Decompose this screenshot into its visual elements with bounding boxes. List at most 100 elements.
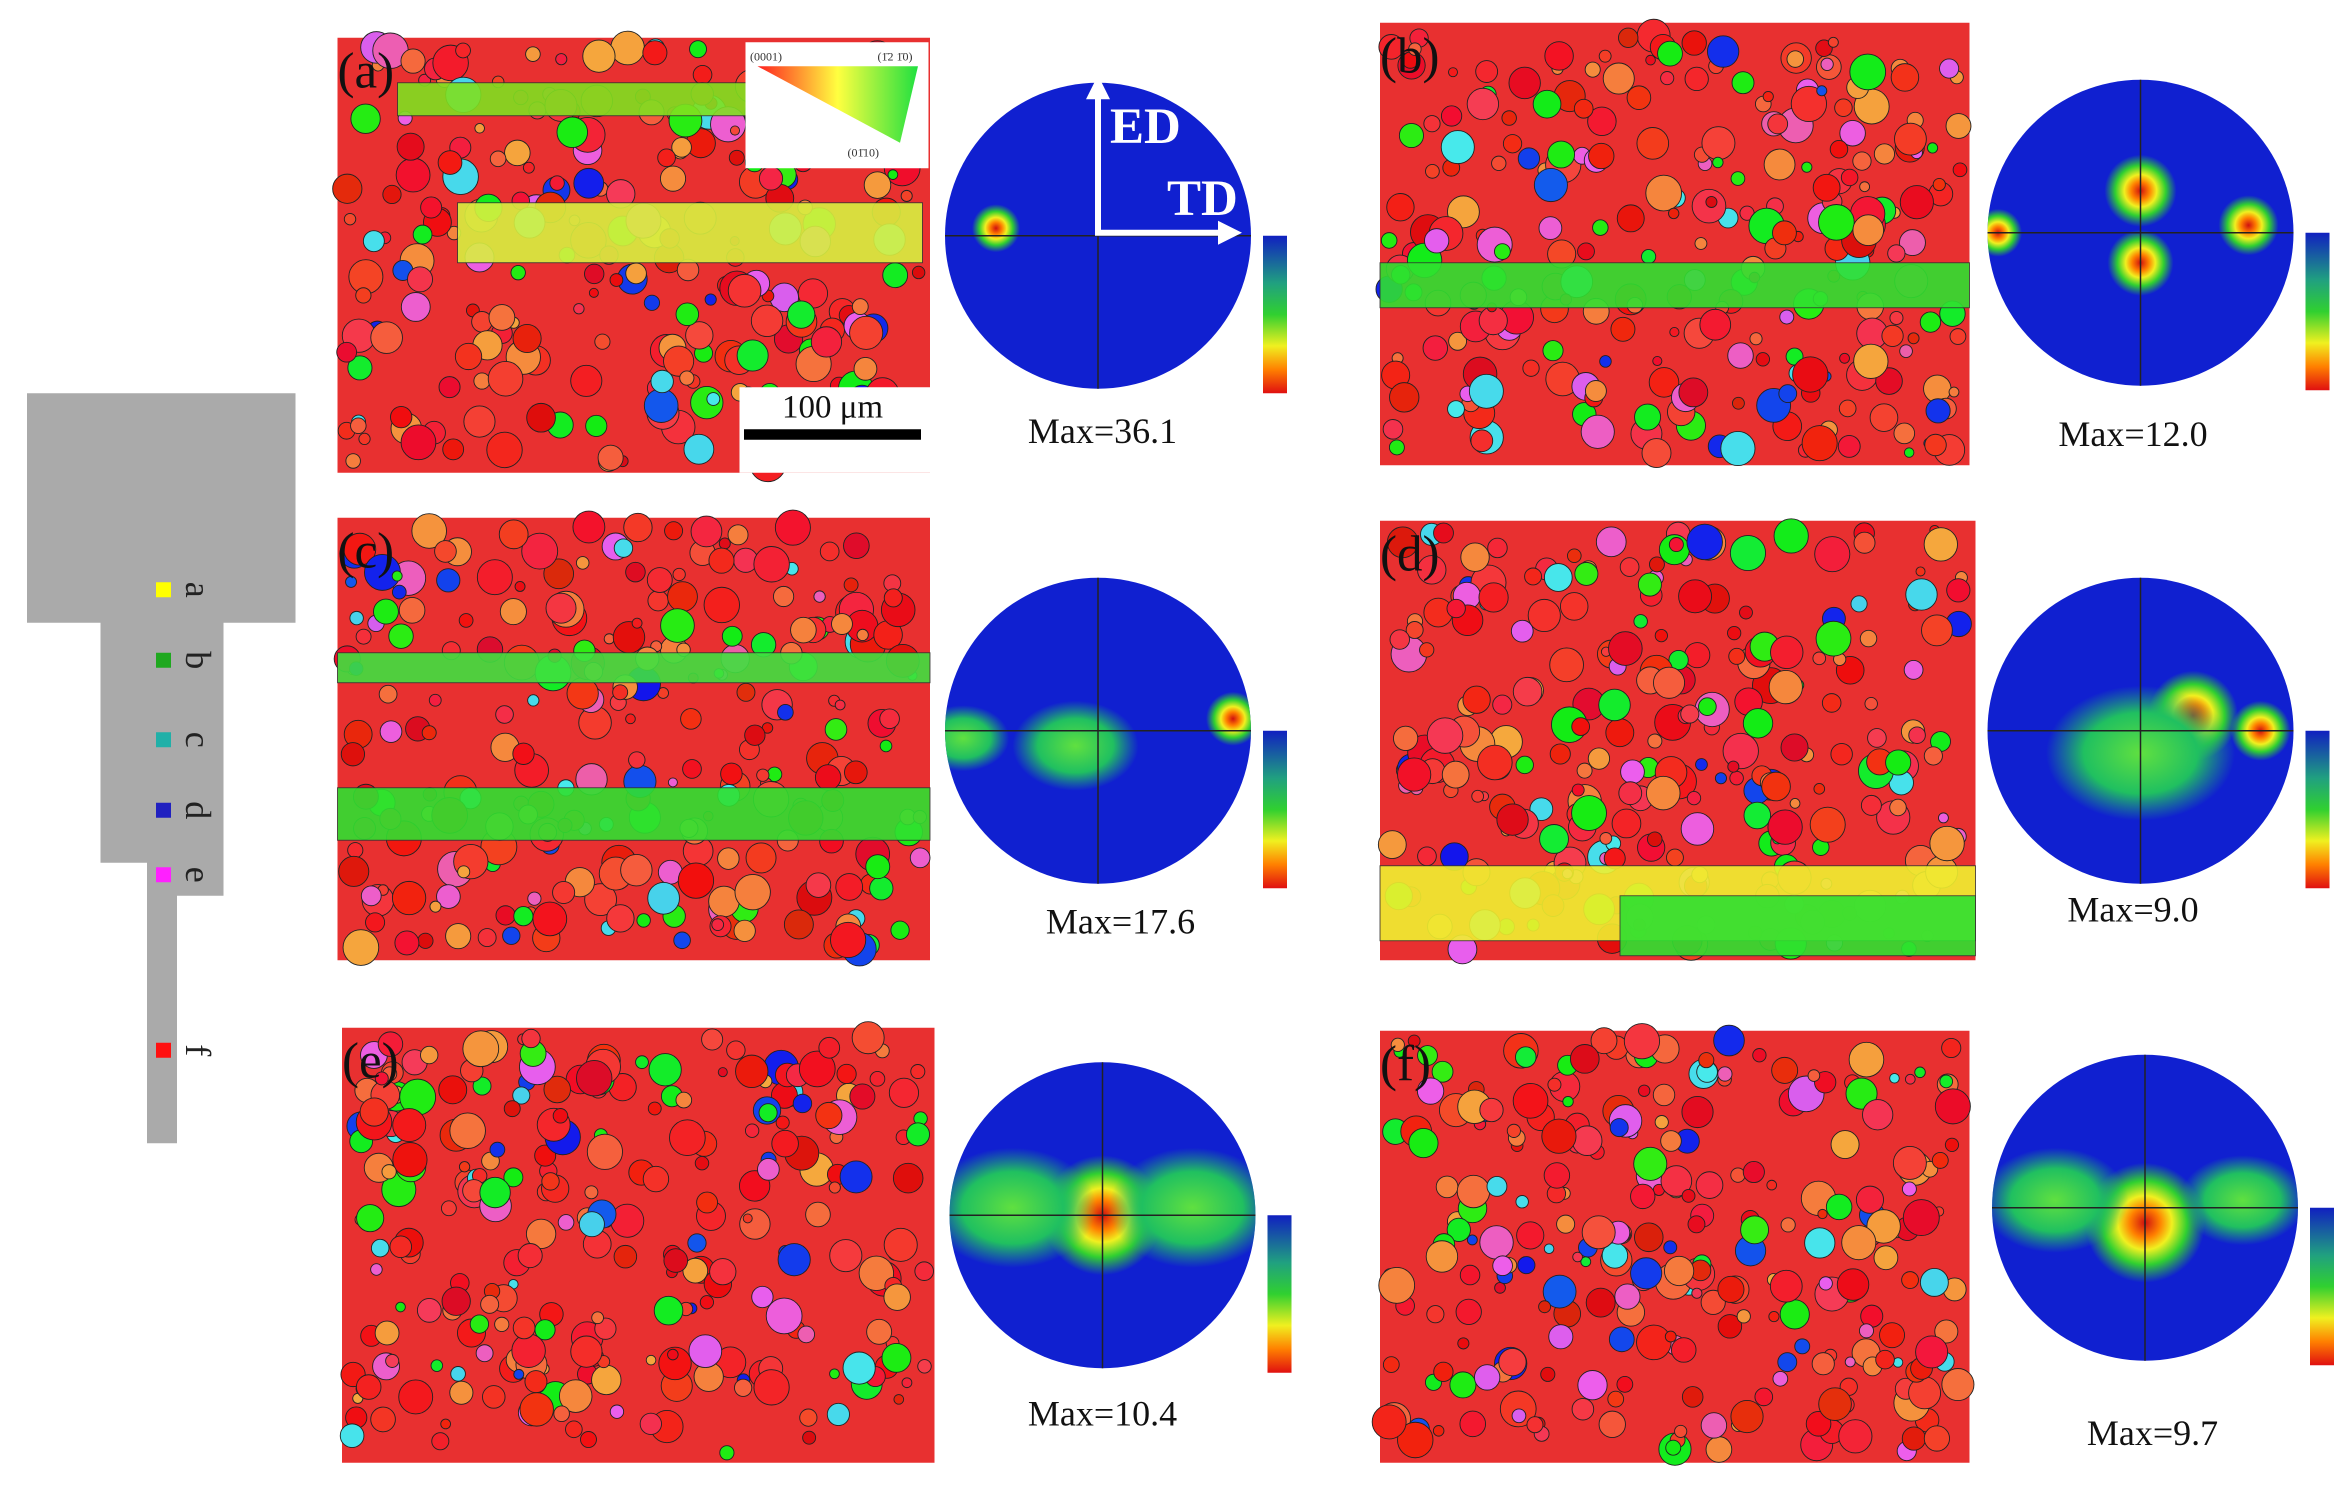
grain (1397, 757, 1432, 792)
grain (1694, 237, 1708, 250)
grain (1663, 1240, 1678, 1255)
point-marker (156, 732, 171, 748)
grain (1544, 41, 1574, 71)
grain (1864, 696, 1878, 711)
grain (1657, 40, 1683, 67)
ipf-key (757, 66, 918, 143)
grain (1378, 1267, 1416, 1304)
grain (1474, 1364, 1501, 1391)
grain (887, 169, 899, 180)
grain (543, 1075, 571, 1104)
panel-label: (d) (1380, 526, 1439, 582)
grain (585, 414, 608, 438)
grain (370, 1406, 396, 1433)
grain (591, 1364, 622, 1396)
grain (591, 1311, 604, 1325)
grain (1660, 1130, 1682, 1152)
pole-figure (1987, 577, 2294, 884)
grain (815, 1101, 843, 1130)
intensity (945, 691, 1251, 791)
grain (378, 684, 398, 704)
grain (643, 388, 679, 423)
grain (1887, 244, 1906, 263)
grain (1881, 324, 1904, 348)
grain (1646, 775, 1681, 811)
specimen (27, 393, 296, 1144)
grain (663, 345, 695, 377)
grain (787, 300, 816, 329)
grain (1862, 1099, 1894, 1131)
grain (487, 360, 524, 397)
grain (1577, 1370, 1608, 1401)
grain (1460, 542, 1490, 572)
grain (1660, 1165, 1693, 1197)
grain (711, 918, 725, 932)
grain (756, 768, 770, 782)
grain (1378, 34, 1404, 60)
grain (1838, 399, 1857, 418)
grain (578, 1211, 605, 1238)
grain (477, 928, 497, 948)
grain (1516, 1221, 1545, 1250)
grain (839, 1160, 873, 1194)
grain (1786, 50, 1805, 68)
grain (1899, 344, 1913, 358)
grain (396, 132, 425, 161)
grain (355, 628, 372, 645)
grain (1506, 1123, 1521, 1138)
grain (1636, 1324, 1672, 1361)
grain (783, 909, 814, 940)
grain (1813, 783, 1826, 795)
grain (1684, 66, 1709, 92)
grain (1670, 1337, 1697, 1363)
grain (890, 920, 910, 940)
grain (517, 1243, 543, 1269)
grain (1508, 66, 1541, 100)
grain (597, 444, 624, 471)
grain (400, 424, 437, 461)
grain (1515, 755, 1534, 775)
grain (1939, 1074, 1954, 1089)
grain (1931, 1151, 1949, 1169)
grain (362, 230, 385, 253)
grain (1818, 1387, 1852, 1421)
grain (775, 1115, 790, 1130)
grain (1901, 1426, 1926, 1451)
grain (1496, 803, 1529, 836)
grain (1946, 578, 1971, 603)
grain (570, 1335, 603, 1368)
color-bar (2305, 232, 2330, 391)
grain (1441, 760, 1470, 789)
grain (1691, 1287, 1703, 1299)
color-bar (2310, 1207, 2334, 1366)
grain (917, 1359, 932, 1374)
grain (1619, 557, 1640, 577)
grain (1678, 377, 1709, 408)
grain (1512, 1083, 1549, 1119)
grain (901, 1377, 913, 1389)
grain (407, 266, 433, 293)
grain (844, 760, 868, 785)
grain (503, 1100, 521, 1118)
grain (1814, 536, 1851, 573)
grain (744, 724, 766, 746)
grain (881, 1342, 912, 1373)
grain (1440, 105, 1463, 127)
grain (1873, 143, 1896, 165)
grain (826, 1402, 850, 1426)
grain (1771, 1056, 1799, 1084)
grain (909, 847, 931, 869)
grain (1811, 1352, 1835, 1376)
grain (1681, 1386, 1704, 1408)
grain (667, 1348, 679, 1361)
scale-label: 100 μm (782, 389, 883, 425)
grain (688, 1334, 723, 1368)
grain (609, 1404, 625, 1419)
grain (814, 764, 842, 791)
ipf-label: (1̄2 1̄0) (878, 49, 913, 63)
grain (1491, 155, 1507, 171)
grain (802, 1430, 817, 1445)
grain (417, 932, 434, 949)
grain (510, 264, 526, 281)
grain (1919, 1267, 1949, 1297)
